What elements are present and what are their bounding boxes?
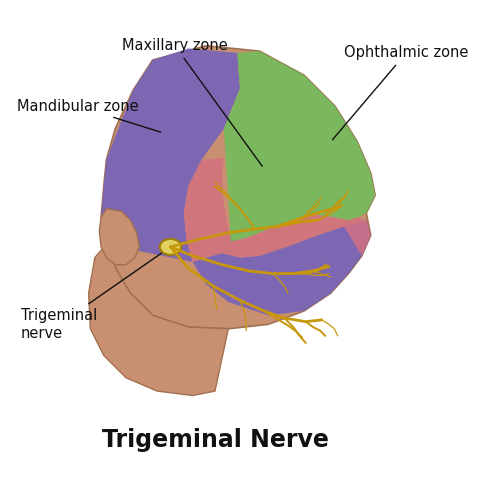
Polygon shape (101, 46, 375, 329)
Polygon shape (224, 51, 375, 241)
Text: Mandibular zone: Mandibular zone (17, 99, 161, 132)
Polygon shape (99, 209, 139, 264)
Ellipse shape (160, 239, 181, 255)
Text: Trigeminal Nerve: Trigeminal Nerve (102, 428, 328, 452)
Polygon shape (89, 244, 228, 396)
Polygon shape (101, 48, 371, 315)
Text: Ophthalmic zone: Ophthalmic zone (333, 46, 468, 140)
Text: Trigeminal
nerve: Trigeminal nerve (21, 249, 168, 340)
Polygon shape (184, 158, 371, 262)
Text: Maxillary zone: Maxillary zone (122, 38, 262, 167)
